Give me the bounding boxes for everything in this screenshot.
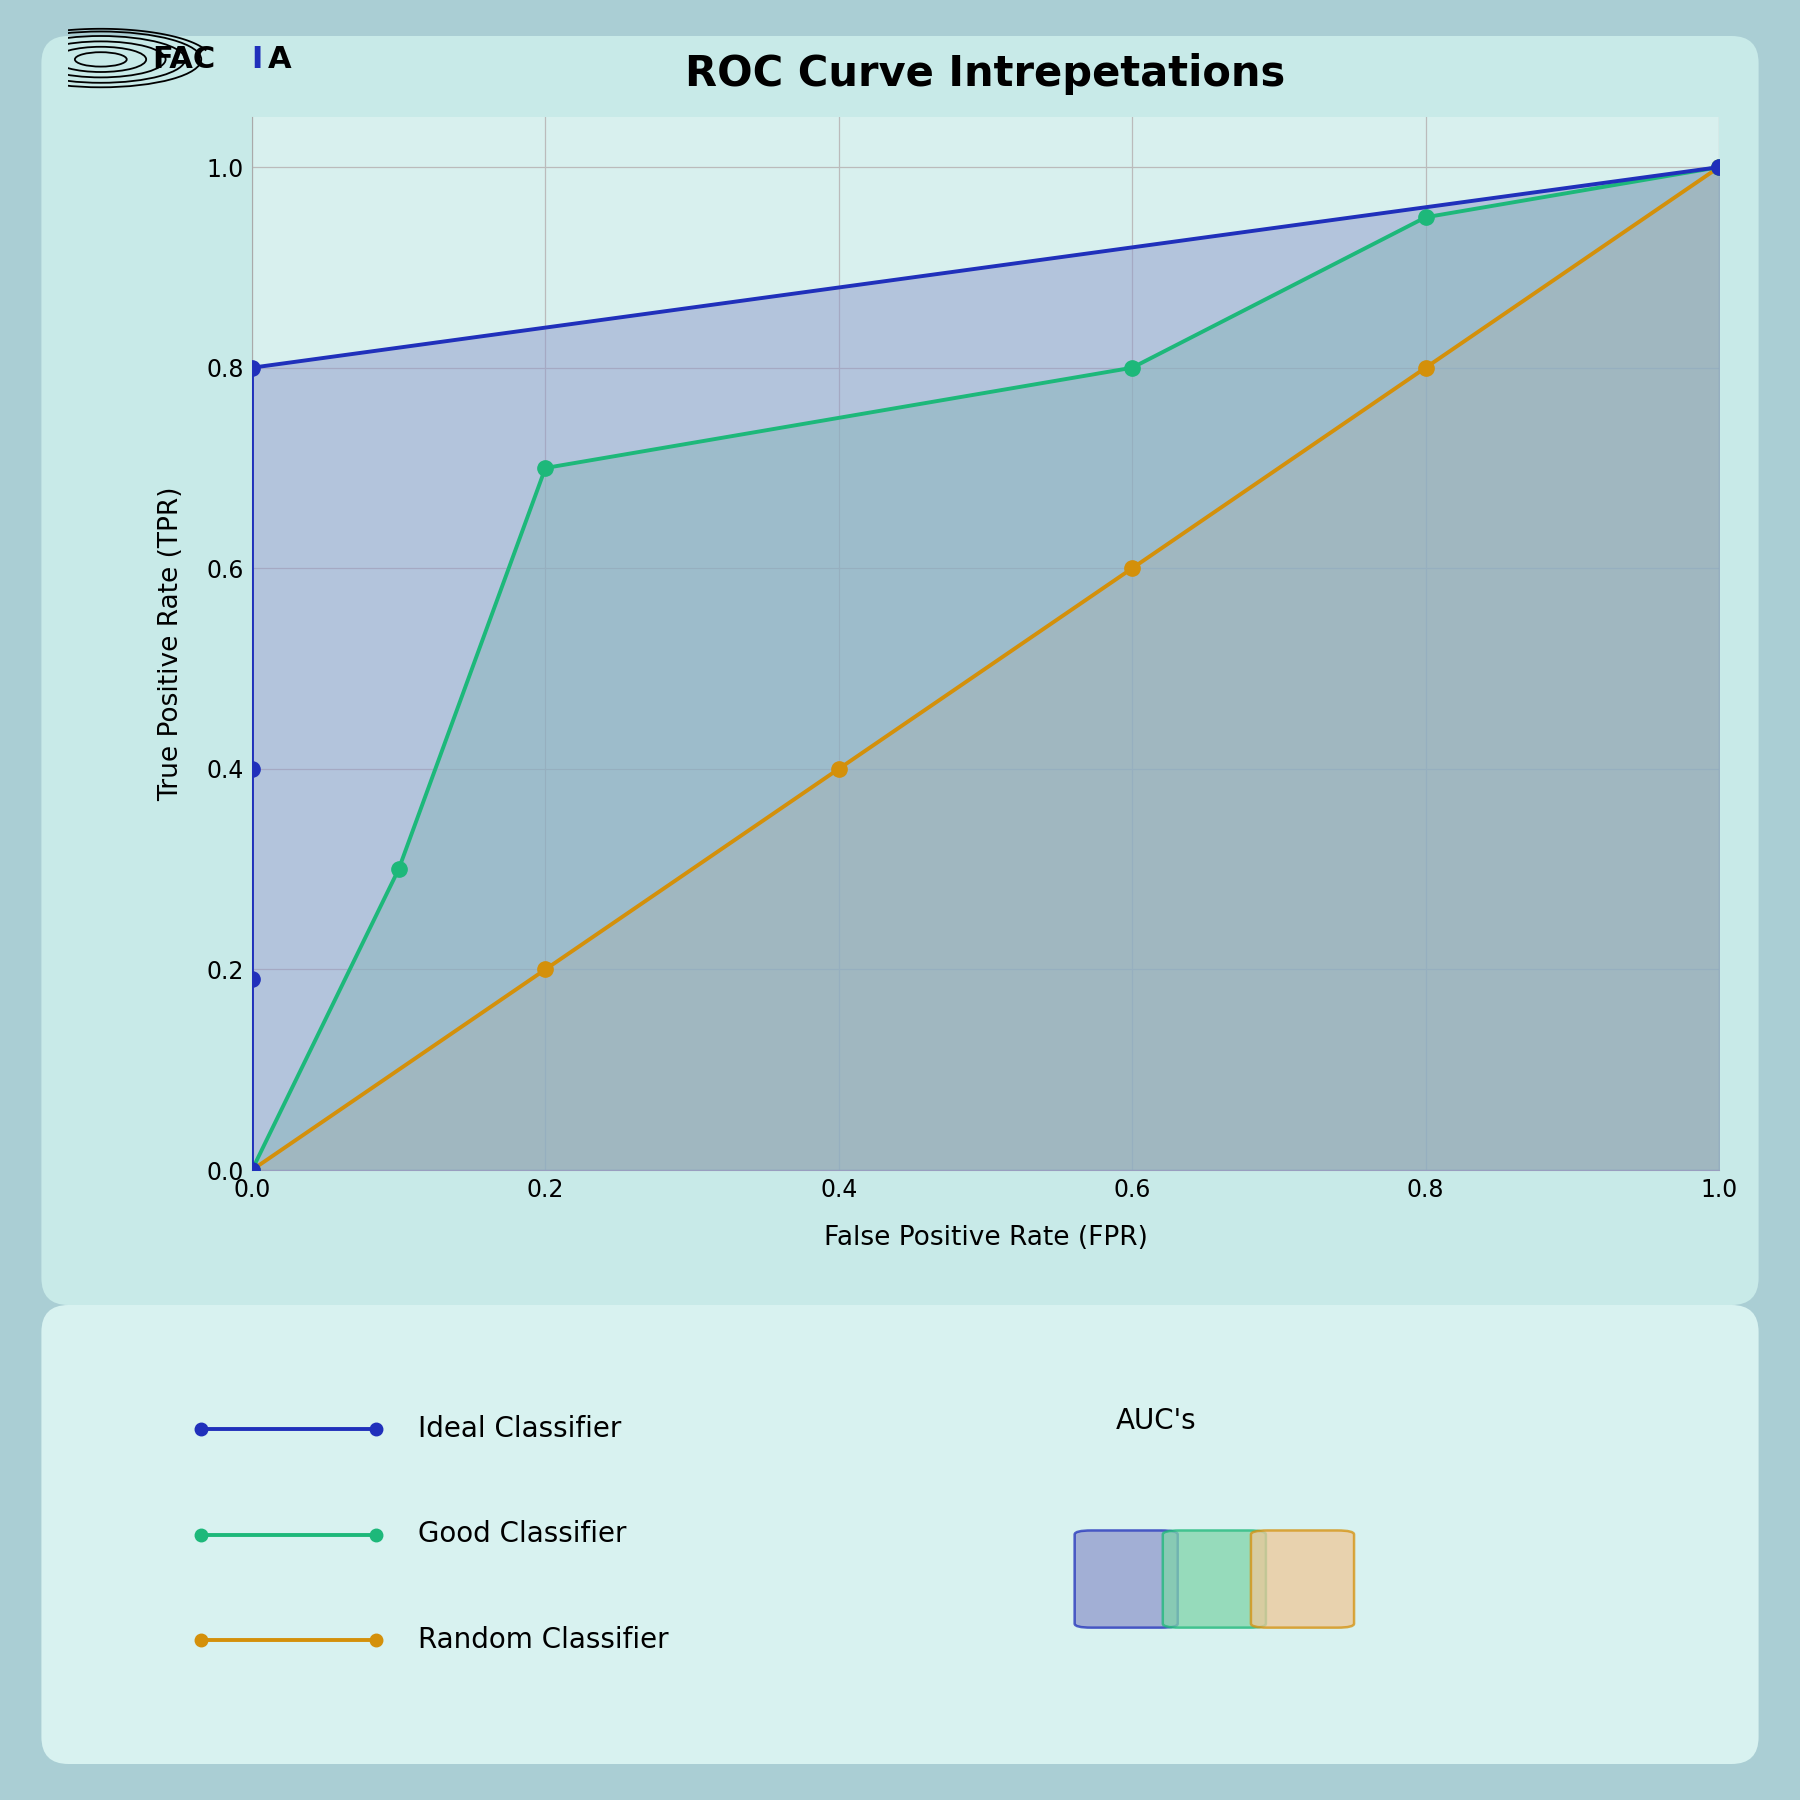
Text: I: I (252, 45, 263, 74)
Text: FAC: FAC (153, 45, 216, 74)
Text: Random Classifier: Random Classifier (418, 1625, 668, 1654)
X-axis label: False Positive Rate (FPR): False Positive Rate (FPR) (824, 1224, 1147, 1251)
FancyBboxPatch shape (1251, 1530, 1354, 1627)
Text: Good Classifier: Good Classifier (418, 1521, 626, 1548)
FancyBboxPatch shape (41, 1305, 1759, 1764)
Y-axis label: True Positive Rate (TPR): True Positive Rate (TPR) (158, 486, 184, 801)
FancyBboxPatch shape (41, 36, 1759, 1305)
Title: ROC Curve Intrepetations: ROC Curve Intrepetations (686, 54, 1285, 95)
Text: Ideal Classifier: Ideal Classifier (418, 1415, 621, 1444)
FancyBboxPatch shape (1075, 1530, 1177, 1627)
Text: A: A (268, 45, 292, 74)
Text: AUC's: AUC's (1116, 1408, 1197, 1435)
FancyBboxPatch shape (1163, 1530, 1265, 1627)
